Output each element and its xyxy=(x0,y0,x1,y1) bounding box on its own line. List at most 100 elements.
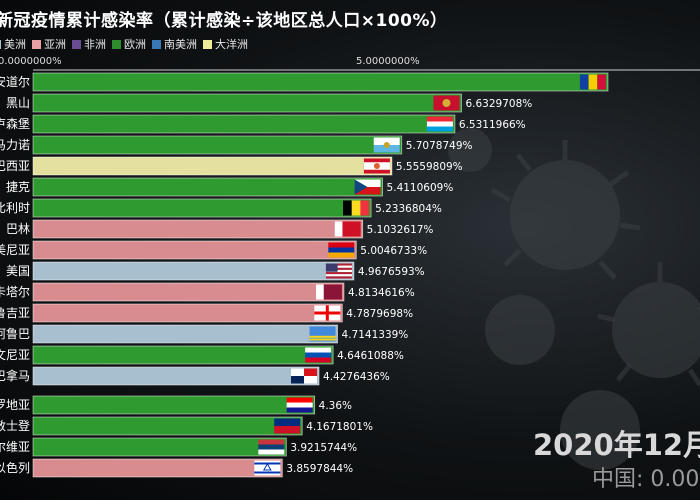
bar-row: 卡塔尔 4.8134616% xyxy=(0,282,415,302)
flag-stripe xyxy=(286,407,313,413)
flag-stripe xyxy=(325,263,352,266)
bar-row: 塞尔维亚 3.9215744% xyxy=(0,437,357,457)
legend-swatch xyxy=(112,39,121,49)
bar-row: 马力诺 5.7078749% xyxy=(0,135,473,155)
china-value-label: 中国: 0.00 xyxy=(592,467,700,492)
flag-stripe xyxy=(258,444,285,450)
flag-stripe xyxy=(254,471,281,474)
category-label: 塞尔维亚 xyxy=(0,439,30,454)
category-label: 比利时 xyxy=(0,201,30,215)
chart-title: 新冠疫情累计感染率（累计感染÷该地区总人口×100%） xyxy=(0,11,448,31)
legend-item-oceania: 大洋洲 xyxy=(203,36,248,52)
flag-stripe xyxy=(354,187,381,195)
bar xyxy=(32,458,283,478)
bar xyxy=(32,135,403,155)
bar xyxy=(32,198,372,218)
flag-stripe xyxy=(426,116,453,122)
flag-stripe xyxy=(325,272,352,275)
flag-stripe xyxy=(328,252,355,258)
flag-stripe xyxy=(286,397,313,403)
legend-label: 欧洲 xyxy=(124,38,146,51)
flag-canton xyxy=(325,263,338,272)
flag-stripe xyxy=(597,74,606,90)
flag-stripe xyxy=(343,200,352,216)
value-label: 5.4110609% xyxy=(387,182,454,194)
value-label: 5.1032617% xyxy=(367,224,434,236)
category-label: 巴林 xyxy=(6,222,30,236)
legend-swatch xyxy=(0,39,1,49)
flag-stripe xyxy=(426,121,453,127)
flag-san-marino xyxy=(373,137,400,153)
flag-stripe xyxy=(351,200,361,216)
value-label: 6.5311966% xyxy=(459,119,526,131)
category-label: 卢森堡 xyxy=(0,116,30,131)
value-label: 5.5559809% xyxy=(396,161,463,173)
flag-armenia xyxy=(328,242,355,258)
category-label: 安道尔 xyxy=(0,74,30,89)
value-label: 4.1671801% xyxy=(306,421,373,433)
flag-bahrain xyxy=(334,221,361,237)
legend-label: 南美洲 xyxy=(164,38,197,51)
value-label: 3.9215744% xyxy=(290,442,357,454)
flag-stripe xyxy=(325,265,352,268)
flag-stripe xyxy=(373,145,400,153)
category-label: 巴西亚 xyxy=(0,159,30,173)
flag-stripe xyxy=(258,439,285,445)
category-label: 捷克 xyxy=(6,180,30,194)
flag-stripe xyxy=(258,449,285,455)
legend-item-africa: 非洲 xyxy=(72,36,106,52)
category-label: 列支敦士登 xyxy=(0,418,30,433)
value-label: 6.6329708% xyxy=(465,98,532,110)
value-label: 4.36% xyxy=(319,400,352,412)
flag-liechtenstein xyxy=(274,418,301,434)
flag-french-polynesia xyxy=(363,158,390,174)
flag-stripe xyxy=(325,276,352,279)
bar xyxy=(32,114,456,134)
bar-row: 鲁吉亚 4.7879698% xyxy=(0,303,413,323)
category-label: 阿鲁巴 xyxy=(0,327,30,341)
category-label: 黑山 xyxy=(6,96,30,110)
flag-stripe xyxy=(373,137,400,145)
value-label: 4.6461088% xyxy=(337,350,404,362)
bar-row: 黑山 6.6329708% xyxy=(6,93,532,113)
category-label: 文尼亚 xyxy=(0,347,30,362)
bar xyxy=(32,416,303,436)
flag-stripe xyxy=(309,338,336,341)
legend-swatch xyxy=(32,39,41,49)
flag-emblem xyxy=(442,99,451,107)
bar xyxy=(32,261,355,281)
legend-label: 非洲 xyxy=(84,38,106,51)
legend: 美洲 亚洲 非洲 欧洲 南美洲 大洋洲 xyxy=(0,36,248,52)
flag-triangle xyxy=(354,179,368,195)
bar xyxy=(32,177,383,197)
category-label: 鲁吉亚 xyxy=(0,306,30,320)
bar-row: 比利时 5.2336804% xyxy=(0,198,442,218)
legend-item-europe: 欧洲 xyxy=(112,36,146,52)
value-label: 4.8134616% xyxy=(348,287,415,299)
bar xyxy=(32,240,357,260)
flag-stripe xyxy=(286,402,313,408)
legend-item-south-america: 南美洲 xyxy=(152,36,197,52)
legend-swatch xyxy=(203,39,212,49)
bar-row: 阿鲁巴 4.7141339% xyxy=(0,324,408,344)
flag-serbia xyxy=(258,439,285,455)
legend-item-asia: 亚洲 xyxy=(32,36,66,52)
flag-emblem xyxy=(383,142,390,148)
flag-stripe xyxy=(305,352,332,358)
bar xyxy=(32,282,345,302)
value-label: 4.7879698% xyxy=(346,308,413,320)
flag-stripe xyxy=(579,74,589,90)
bar-row: 美尼亚 5.0046733% xyxy=(0,240,427,260)
category-label: 马力诺 xyxy=(0,138,30,152)
bar xyxy=(32,303,343,323)
bar-row: 文尼亚 4.6461088% xyxy=(0,345,404,365)
flag-stripe xyxy=(274,418,301,426)
flag-stripe xyxy=(274,426,301,434)
flag-czechia xyxy=(354,179,381,195)
category-label: 巴拿马 xyxy=(0,368,30,383)
bar xyxy=(32,72,609,92)
bar xyxy=(32,345,334,365)
legend-label: 大洋洲 xyxy=(215,38,248,51)
